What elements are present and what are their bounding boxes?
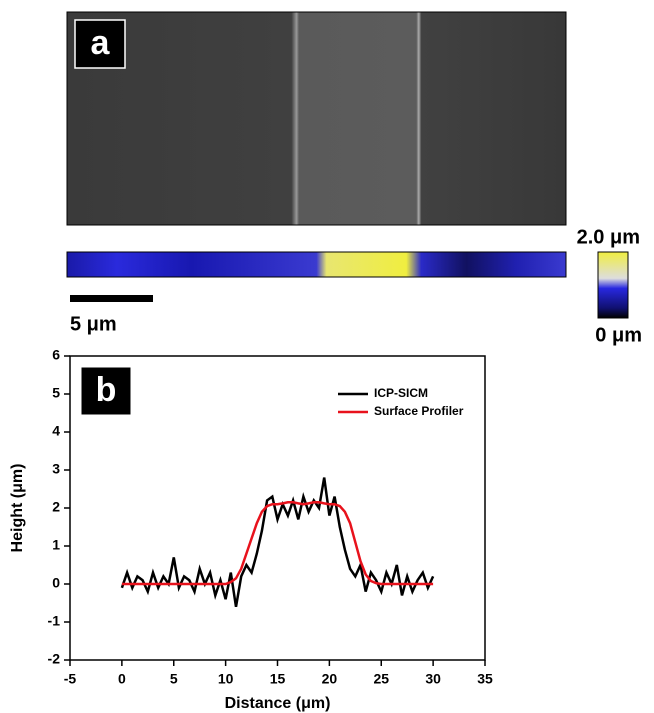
y-tick-label: 1 [52,537,60,553]
panel-label-box [74,19,126,69]
y-axis-label: Height (μm) [9,464,26,553]
sem-image [66,11,567,226]
x-tick-label: 5 [170,671,178,687]
height-map [66,251,567,278]
y-tick-label: 5 [52,385,60,401]
panel-label: b [96,371,117,409]
x-tick-label: 20 [322,671,338,687]
colorbar-min: 0 μm [595,324,642,346]
legend-label: ICP-SICM [374,386,428,400]
panel-label: a [91,24,111,62]
panel-label-box [80,366,132,416]
x-tick-label: 35 [477,671,493,687]
colorbar-max: 2.0 μm [577,226,640,248]
y-tick-label: 2 [52,499,60,515]
legend-label: Surface Profiler [374,404,464,418]
x-tick-label: 0 [118,671,126,687]
scale-bar-label: 5 μm [70,313,117,335]
x-tick-label: -5 [64,671,77,687]
x-tick-label: 10 [218,671,234,687]
y-tick-label: 3 [52,461,60,477]
x-tick-label: 30 [425,671,441,687]
scale-bar [70,295,153,302]
x-tick-label: 25 [373,671,389,687]
y-tick-label: -1 [48,613,61,629]
y-tick-label: 4 [52,423,60,439]
series-line [120,477,435,608]
y-tick-label: 6 [52,347,60,363]
y-tick-label: 0 [52,575,60,591]
plot-frame [69,355,486,661]
x-tick-label: 15 [270,671,286,687]
series-line [121,501,434,586]
colorbar [597,251,629,319]
x-axis-label: Distance (μm) [225,695,331,712]
y-tick-label: -2 [48,651,61,667]
